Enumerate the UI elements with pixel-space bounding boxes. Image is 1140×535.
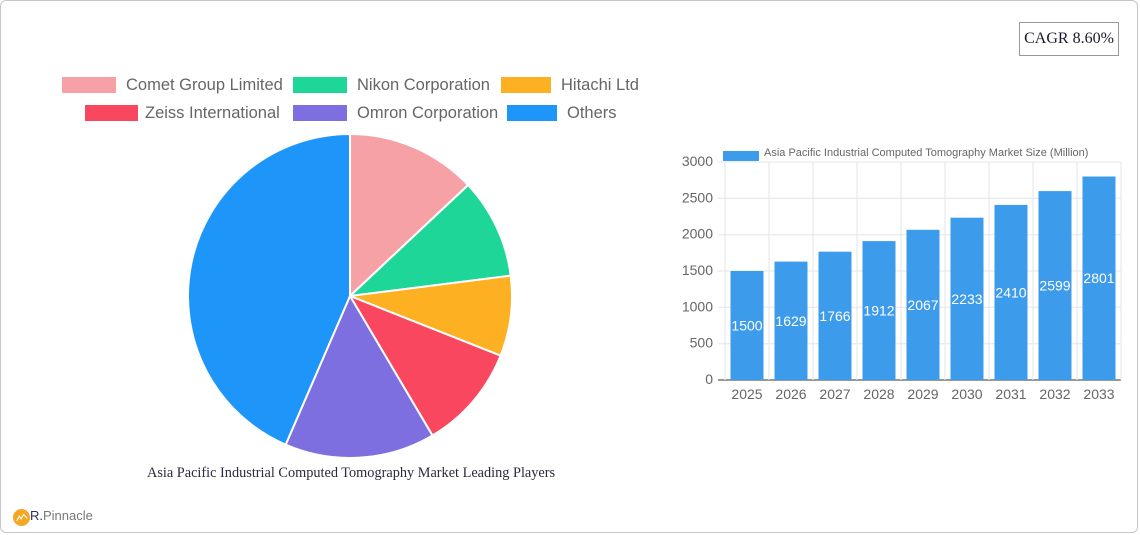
svg-text:2029: 2029: [907, 386, 938, 402]
svg-text:500: 500: [690, 335, 714, 351]
svg-text:1912: 1912: [863, 303, 894, 319]
svg-text:3000: 3000: [682, 153, 713, 169]
svg-text:2599: 2599: [1039, 278, 1070, 294]
svg-text:2067: 2067: [907, 297, 938, 313]
svg-text:0: 0: [705, 371, 713, 387]
svg-text:1766: 1766: [819, 308, 850, 324]
svg-text:2031: 2031: [995, 386, 1026, 402]
svg-text:2027: 2027: [819, 386, 850, 402]
svg-text:1000: 1000: [682, 298, 713, 314]
svg-text:1500: 1500: [731, 318, 762, 334]
svg-text:2033: 2033: [1083, 386, 1114, 402]
svg-text:2500: 2500: [682, 189, 713, 205]
svg-text:2233: 2233: [951, 291, 982, 307]
svg-text:2025: 2025: [731, 386, 762, 402]
svg-text:2801: 2801: [1083, 270, 1114, 286]
svg-text:2032: 2032: [1039, 386, 1070, 402]
svg-text:2028: 2028: [863, 386, 894, 402]
svg-text:2030: 2030: [951, 386, 982, 402]
svg-text:1500: 1500: [682, 262, 713, 278]
svg-text:2026: 2026: [775, 386, 806, 402]
svg-text:1629: 1629: [775, 313, 806, 329]
svg-text:2000: 2000: [682, 226, 713, 242]
svg-text:2410: 2410: [995, 284, 1026, 300]
